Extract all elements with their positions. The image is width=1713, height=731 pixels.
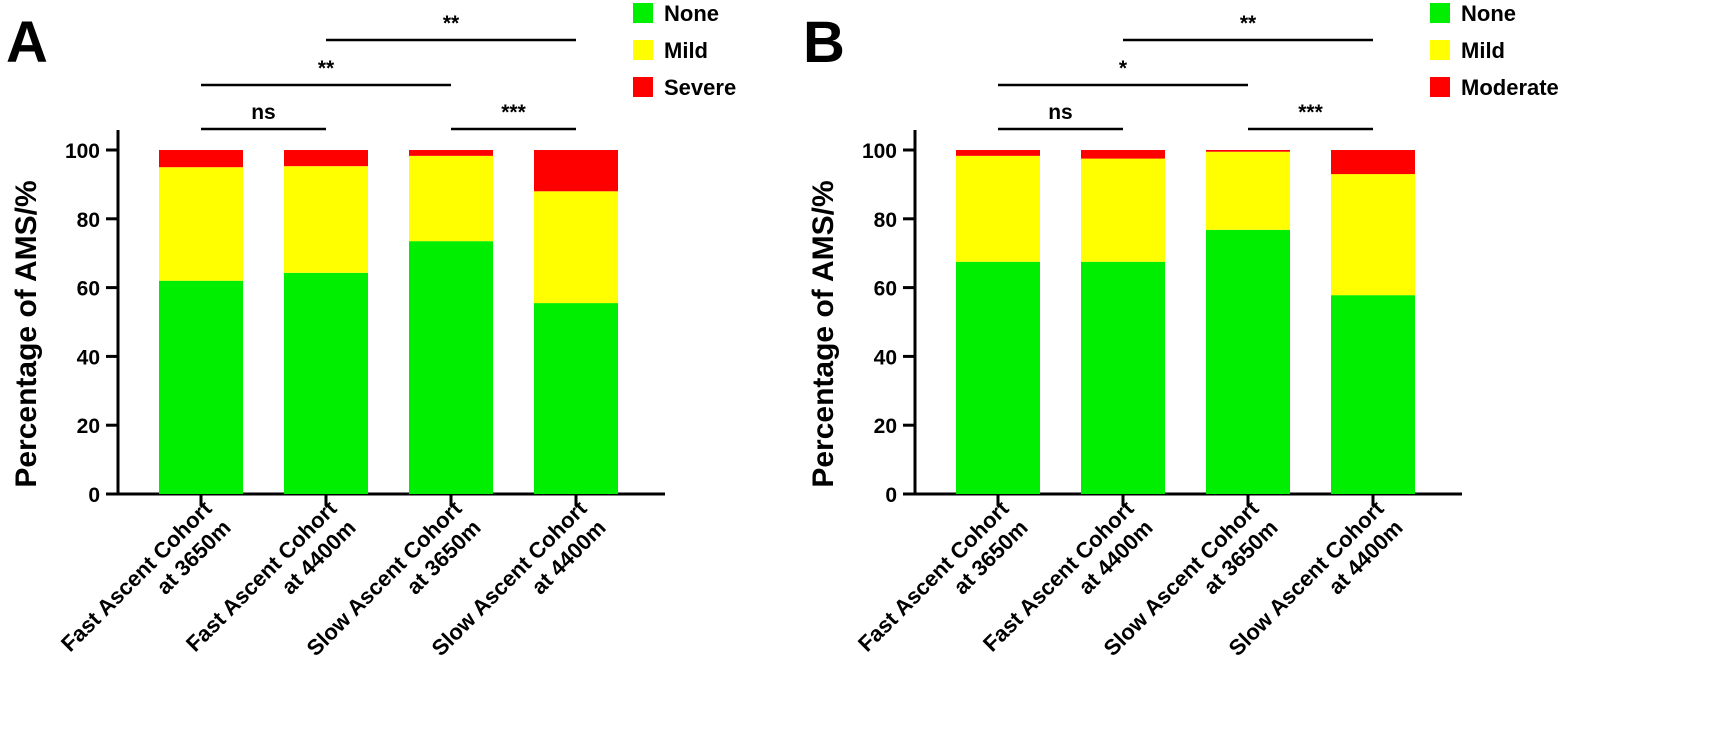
bar-severe-1 [159, 150, 243, 168]
y-tick-label: 20 [874, 415, 897, 438]
legend-swatch-severe [633, 77, 653, 97]
legend-swatch-none [633, 3, 653, 23]
panel-a: A Percentage of AMS/% 0 20 40 60 80 100 Fast Asc… [6, 1, 736, 675]
bar-moderate-2 [1081, 150, 1165, 159]
y-tick-label: 20 [77, 415, 100, 438]
y-tick-label: 0 [88, 484, 100, 507]
bar-severe-3 [409, 150, 493, 156]
bar-mild-4 [534, 191, 618, 304]
panel-label: B [803, 10, 845, 75]
legend-swatch-none [1430, 3, 1450, 23]
significance-label: * [1119, 57, 1128, 80]
y-tick-label: 100 [862, 140, 897, 163]
y-tick-label: 60 [77, 278, 100, 301]
bar-mild-1 [956, 155, 1040, 262]
panel-b: B Percentage of AMS/% 0 20 40 60 80 100 Fast Asc… [803, 1, 1559, 675]
bar-moderate-4 [1331, 150, 1415, 175]
bar-mild-2 [1081, 158, 1165, 262]
bar-moderate-3 [1206, 150, 1290, 152]
legend-swatch-mild [633, 40, 653, 60]
bar-none-2 [284, 272, 368, 494]
y-axis-label: Percentage of AMS/% [807, 180, 840, 487]
legend-label-mild: Mild [1461, 38, 1505, 63]
x-tick-label: Fast Ascent Cohortat 3650m [56, 495, 236, 675]
y-tick-label: 40 [874, 346, 897, 369]
y-tick-label: 80 [874, 209, 897, 232]
y-tick-label: 40 [77, 346, 100, 369]
legend-label-none: None [664, 1, 719, 26]
bar-mild-3 [409, 155, 493, 242]
bar-none-3 [409, 241, 493, 494]
bar-mild-2 [284, 166, 368, 273]
significance-label: ns [1048, 101, 1073, 124]
bar-severe-4 [534, 150, 618, 192]
legend-swatch-moderate [1430, 77, 1450, 97]
bar-none-1 [159, 280, 243, 494]
y-tick-label: 0 [885, 484, 897, 507]
bar-none-4 [1331, 295, 1415, 494]
legend-label-none: None [1461, 1, 1516, 26]
bar-mild-3 [1206, 151, 1290, 230]
bar-none-1 [956, 261, 1040, 494]
y-tick-label: 60 [874, 278, 897, 301]
x-tick-label: Fast Ascent Cohortat 3650m [853, 495, 1033, 675]
bar-moderate-1 [956, 150, 1040, 156]
significance-label: ** [318, 57, 335, 80]
bar-mild-1 [159, 167, 243, 281]
y-tick-label: 80 [77, 209, 100, 232]
significance-label: ** [443, 12, 460, 35]
significance-label: ns [251, 101, 276, 124]
y-axis-label: Percentage of AMS/% [10, 180, 43, 487]
bar-none-3 [1206, 229, 1290, 495]
bar-mild-4 [1331, 174, 1415, 296]
legend-label-mild: Mild [664, 38, 708, 63]
y-tick-label: 100 [65, 140, 100, 163]
bar-severe-2 [284, 150, 368, 167]
bar-none-2 [1081, 261, 1165, 494]
x-tick-label: Fast Ascent Cohortat 4400m [978, 495, 1158, 675]
significance-label: ** [1240, 12, 1257, 35]
significance-label: *** [1298, 101, 1323, 124]
x-tick-label: Fast Ascent Cohortat 4400m [181, 495, 361, 675]
legend-label-moderate: Moderate [1461, 75, 1559, 100]
legend-label-severe: Severe [664, 75, 736, 100]
bar-none-4 [534, 303, 618, 494]
significance-label: *** [501, 101, 526, 124]
legend-swatch-mild [1430, 40, 1450, 60]
panel-label: A [6, 10, 48, 75]
